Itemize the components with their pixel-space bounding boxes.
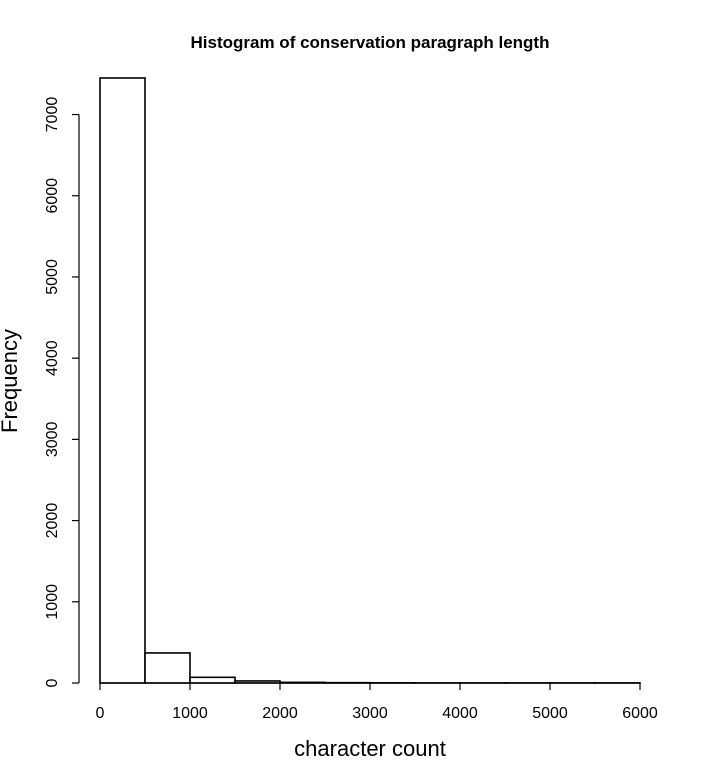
y-tick-label: 1000	[44, 584, 61, 620]
x-tick-label: 3000	[352, 705, 388, 722]
histogram-bar-0	[99, 77, 146, 684]
chart-title: Histogram of conservation paragraph leng…	[191, 33, 550, 52]
y-tick-label: 5000	[44, 259, 61, 295]
x-axis: 0 1000 2000 3000 4000 5000 6000	[96, 682, 658, 722]
histogram-bar-1	[144, 652, 191, 684]
y-tick-label: 0	[44, 678, 61, 687]
x-tick-label: 4000	[442, 705, 478, 722]
y-axis: 0 1000 2000 3000 4000 5000 6000 7000	[44, 97, 80, 687]
x-tick-label: 2000	[262, 705, 298, 722]
y-tick-label: 4000	[44, 340, 61, 376]
x-tick-label: 1000	[172, 705, 208, 722]
x-tick-label: 0	[96, 705, 105, 722]
y-tick-label: 2000	[44, 503, 61, 539]
y-tick-label: 6000	[44, 178, 61, 214]
x-tick-label: 5000	[532, 705, 568, 722]
y-tick-label: 7000	[44, 97, 61, 133]
x-axis-label: character count	[294, 736, 446, 761]
x-tick-label: 6000	[622, 705, 658, 722]
y-axis-label: Frequency	[0, 329, 22, 433]
histogram-bar-2	[189, 676, 236, 684]
y-tick-label: 3000	[44, 421, 61, 457]
bars-group	[99, 77, 641, 684]
